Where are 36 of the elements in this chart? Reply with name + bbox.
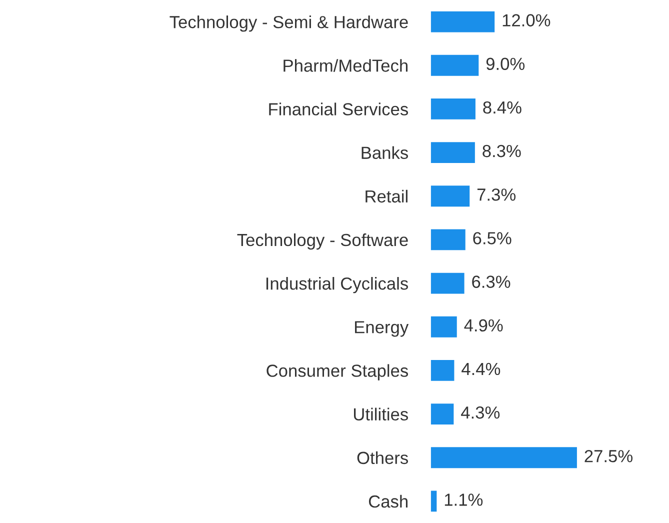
y-tick-label: Financial Services	[269, 102, 408, 116]
bar	[430, 11, 495, 32]
y-tick-label: Retail	[366, 190, 408, 203]
bar	[430, 54, 479, 76]
bar	[430, 142, 475, 163]
bar	[430, 186, 470, 207]
y-tick-label: Consumer Staples	[266, 364, 408, 380]
bar	[430, 360, 454, 381]
y-tick-label: Utilities	[354, 408, 408, 421]
data-label: 8.3%	[482, 144, 521, 158]
bar	[430, 447, 577, 468]
data-label: 6.5%	[473, 232, 512, 244]
data-label: 12.0%	[502, 14, 550, 26]
data-label: 4.9%	[464, 319, 503, 332]
data-label: 4.3%	[461, 406, 500, 419]
y-tick-label: Banks	[362, 146, 408, 160]
y-tick-label: Industrial Cyclicals	[266, 277, 408, 294]
bar	[430, 404, 454, 424]
bar	[430, 98, 476, 120]
data-label: 27.5%	[584, 450, 632, 462]
y-tick-label: Technology - Software	[237, 233, 408, 250]
bar	[430, 229, 466, 250]
data-label: 1.1%	[444, 494, 483, 506]
data-label: 7.3%	[477, 188, 516, 201]
data-label: 9.0%	[486, 58, 525, 70]
y-tick-label: Pharm/MedTech	[284, 59, 408, 72]
y-tick-label: Energy	[355, 321, 409, 337]
y-tick-label: Others	[357, 451, 408, 464]
bar	[430, 316, 457, 338]
data-label: 8.4%	[483, 101, 522, 114]
y-tick-label: Cash	[368, 494, 408, 508]
data-label: 4.4%	[462, 362, 500, 376]
bar	[430, 272, 464, 294]
bar	[430, 490, 437, 512]
data-label: 6.3%	[472, 276, 510, 288]
y-tick-label: Technology - Semi & Hardware	[170, 16, 408, 32]
